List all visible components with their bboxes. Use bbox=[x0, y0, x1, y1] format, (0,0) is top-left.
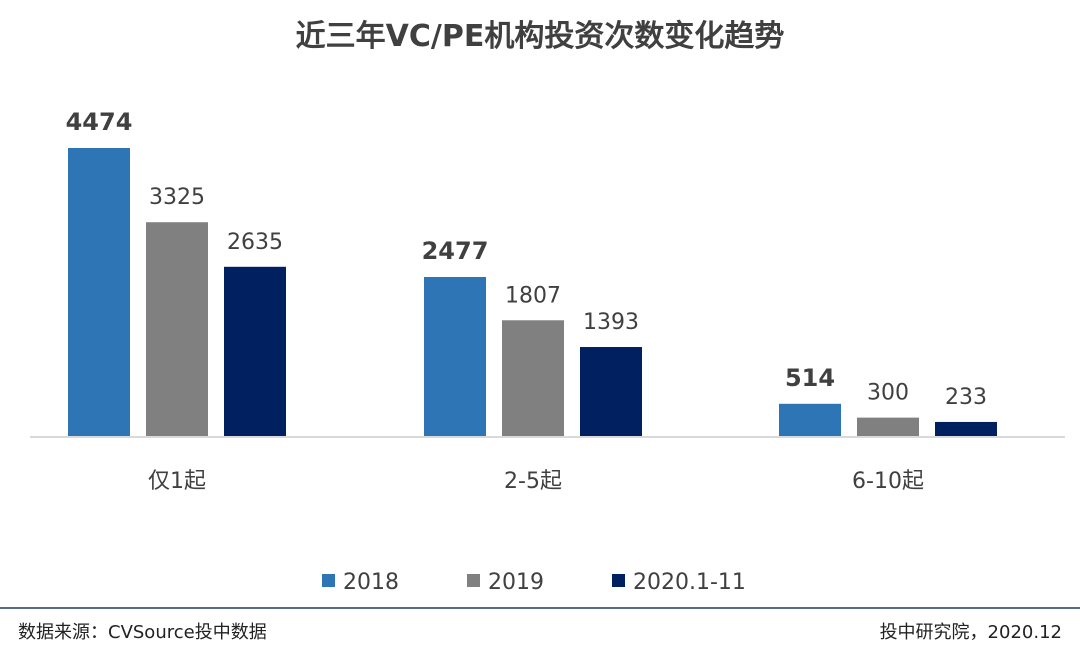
data-label-2018-cat-1: 4474 bbox=[66, 108, 133, 136]
bar-2018-cat-3 bbox=[779, 403, 841, 437]
legend-swatch-2020-1-11 bbox=[612, 574, 625, 587]
bars-layer: 4474 3325 2635 2477 1807 1393 514 300 233 bbox=[66, 108, 997, 437]
category-label-3: 6-10起 bbox=[852, 469, 924, 494]
bar-2019-cat-1 bbox=[146, 222, 208, 437]
legend-label-2020-1-11: 2020.1-11 bbox=[633, 570, 746, 595]
bar-2020-1-11-cat-2 bbox=[580, 347, 642, 437]
data-label-2018-cat-3: 514 bbox=[785, 364, 835, 392]
bar-2018-cat-1 bbox=[68, 148, 130, 437]
data-label-2019-cat-2: 1807 bbox=[505, 283, 561, 308]
legend-swatch-2019 bbox=[467, 574, 480, 587]
category-label-1: 仅1起 bbox=[148, 469, 206, 494]
data-label-2020-1-11-cat-2: 1393 bbox=[583, 310, 639, 335]
bar-2019-cat-2 bbox=[502, 320, 564, 437]
bar-2019-cat-3 bbox=[857, 417, 919, 437]
data-label-2018-cat-2: 2477 bbox=[422, 237, 489, 265]
data-label-2019-cat-3: 300 bbox=[867, 381, 909, 406]
category-labels: 仅1起 2-5起 6-10起 bbox=[148, 469, 924, 494]
data-label-2020-1-11-cat-3: 233 bbox=[945, 385, 987, 410]
bar-2020-1-11-cat-3 bbox=[935, 421, 997, 437]
legend: 2018 2019 2020.1-11 bbox=[322, 570, 746, 595]
bar-2020-1-11-cat-1 bbox=[224, 266, 286, 437]
legend-label-2019: 2019 bbox=[488, 570, 544, 595]
data-label-2020-1-11-cat-1: 2635 bbox=[227, 230, 283, 255]
legend-swatch-2018 bbox=[322, 574, 335, 587]
data-label-2019-cat-1: 3325 bbox=[149, 185, 205, 210]
legend-label-2018: 2018 bbox=[343, 570, 399, 595]
category-label-2: 2-5起 bbox=[504, 469, 562, 494]
bar-2018-cat-2 bbox=[424, 276, 486, 437]
footer-credit: 投中研究院，2020.12 bbox=[880, 622, 1062, 643]
chart-title: 近三年VC/PE机构投资次数变化趋势 bbox=[296, 19, 785, 54]
footer-source: 数据来源：CVSource投中数据 bbox=[18, 622, 267, 643]
